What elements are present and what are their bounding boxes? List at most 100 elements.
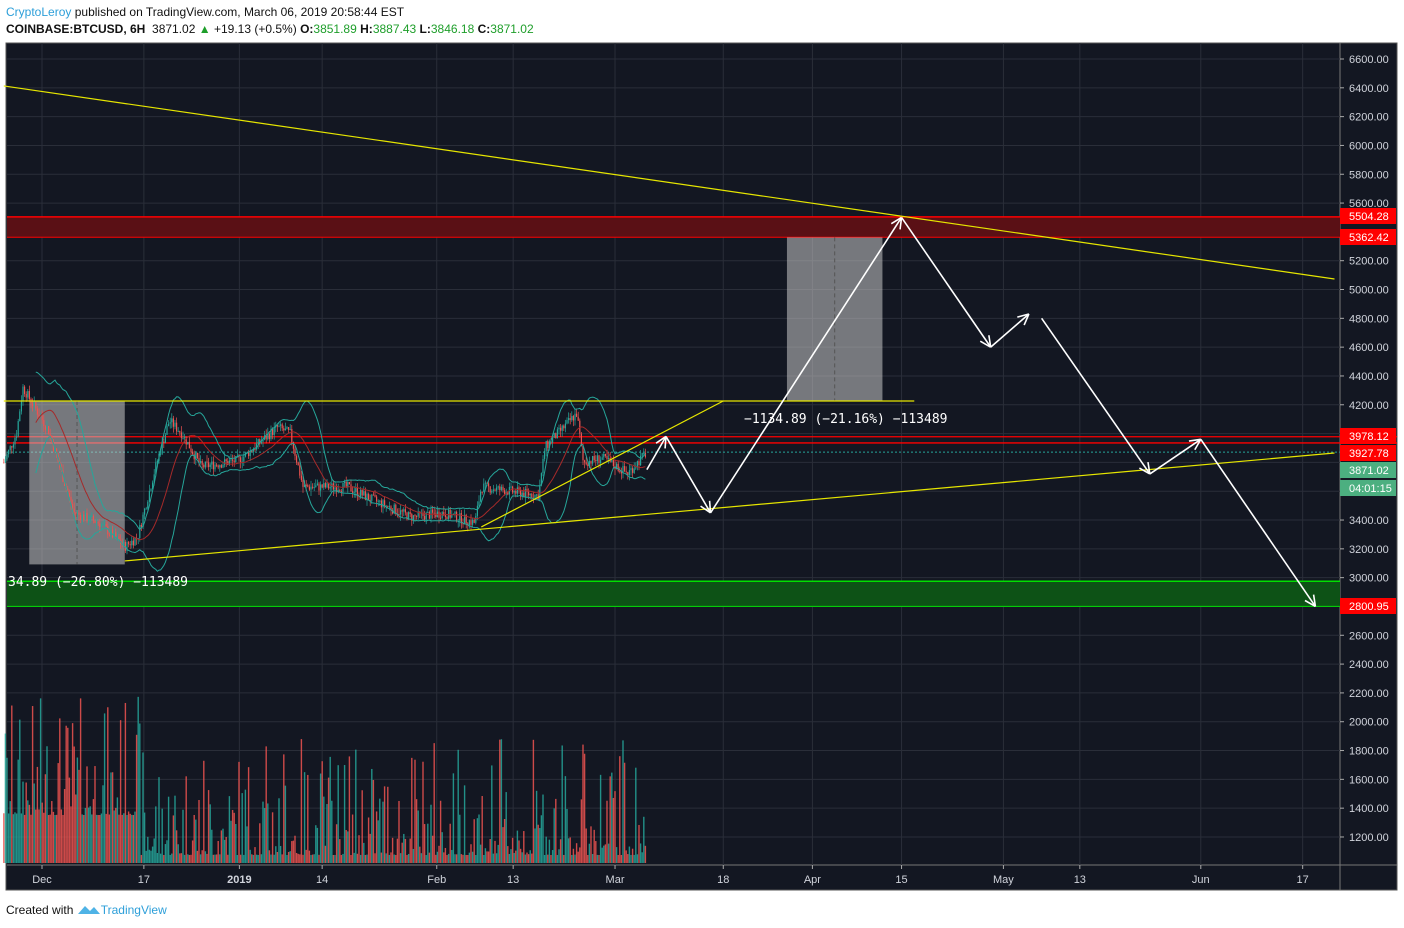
price-label: 5362.42 — [1349, 232, 1389, 244]
candle — [619, 470, 621, 472]
volume-bar — [318, 854, 320, 863]
author-link[interactable]: CryptoLeroy — [6, 5, 72, 19]
volume-bar — [412, 848, 415, 863]
volume-bar — [223, 839, 226, 863]
candle — [161, 441, 163, 454]
arrowhead-icon — [655, 435, 667, 444]
volume-bar — [332, 854, 335, 863]
candle — [284, 428, 286, 431]
volume-bar — [44, 774, 47, 863]
volume-bar — [423, 824, 426, 863]
volume-bar — [382, 801, 384, 863]
volume-bar — [425, 854, 427, 863]
volume-bar — [345, 830, 347, 863]
last-price: 3871.02 — [152, 22, 196, 36]
volume-bar — [259, 823, 261, 863]
candle — [558, 427, 560, 430]
tradingview-logo-icon — [77, 906, 100, 914]
volume-bar — [491, 765, 493, 863]
candle — [347, 482, 349, 487]
volume-bar — [468, 852, 471, 863]
candle — [359, 489, 362, 497]
candle — [635, 467, 637, 469]
candle — [179, 431, 181, 433]
volume-bar — [591, 854, 594, 863]
candle — [228, 460, 230, 465]
candle — [449, 509, 451, 518]
candle — [28, 391, 30, 399]
candle — [612, 460, 614, 466]
tradingview-link[interactable]: TradingView — [100, 903, 167, 917]
volume-bar — [575, 843, 578, 863]
candle — [238, 455, 240, 458]
volume-bar — [103, 713, 106, 863]
volume-bar — [83, 814, 85, 863]
volume-bar — [396, 838, 399, 863]
candle — [607, 458, 610, 460]
arrowhead-icon — [1017, 313, 1030, 318]
volume-bar — [527, 854, 530, 863]
price-chart[interactable]: 34.89 (−26.80%) −113489 −1134.89 (−21.16%… — [0, 0, 1404, 900]
candle — [183, 436, 186, 438]
candle — [235, 456, 237, 463]
volume-bar — [292, 840, 295, 863]
candle — [615, 463, 618, 470]
candle — [124, 541, 126, 551]
volume-bar — [462, 854, 464, 863]
volume-bar — [119, 720, 122, 863]
candle — [36, 408, 38, 415]
candle — [145, 508, 147, 510]
candle — [143, 508, 146, 515]
volume-bar — [79, 698, 82, 863]
y-tick-label: 4600.00 — [1349, 342, 1389, 354]
y-tick-label: 6600.00 — [1349, 54, 1389, 66]
volume-bar — [275, 846, 277, 863]
volume-bar — [105, 813, 107, 863]
volume-bar — [46, 746, 48, 863]
volume-bar — [99, 814, 101, 863]
candle — [91, 515, 93, 517]
candle — [52, 441, 54, 451]
candle — [222, 464, 224, 468]
candle — [404, 509, 406, 513]
y-tick-label: 4200.00 — [1349, 400, 1389, 412]
candle — [71, 504, 74, 509]
candle — [287, 427, 290, 430]
x-tick-label: 14 — [316, 874, 328, 886]
projection-arrow-segment — [1200, 438, 1317, 607]
volume-bar — [57, 763, 59, 863]
volume-bar — [67, 727, 69, 863]
candle — [151, 482, 154, 490]
volume-bar — [198, 800, 200, 863]
volume-bar — [558, 849, 560, 863]
volume-bar — [287, 852, 290, 863]
volume-bar — [395, 854, 397, 863]
measure-label: 34.89 (−26.80%) −113489 — [8, 575, 188, 590]
candle — [411, 513, 413, 521]
volume-bar — [334, 854, 336, 863]
volume-bar — [289, 851, 291, 863]
candle — [470, 520, 472, 525]
volume-bar — [367, 817, 370, 863]
x-tick-label: 17 — [1297, 874, 1309, 886]
volume-bar — [243, 854, 245, 863]
candle — [543, 451, 546, 459]
volume-bar — [36, 766, 39, 863]
volume-bar — [342, 853, 344, 863]
volume-bar — [135, 734, 138, 863]
candle — [559, 427, 562, 431]
candle — [255, 443, 258, 450]
candle — [111, 529, 114, 538]
candle — [249, 450, 251, 457]
candle — [126, 541, 128, 551]
candle — [180, 432, 182, 438]
arrowhead-icon — [1188, 438, 1201, 442]
volume-bar — [156, 852, 159, 863]
volume-bar — [492, 853, 495, 863]
candle — [335, 487, 338, 492]
volume-bar — [153, 838, 155, 863]
volume-bar — [638, 824, 640, 863]
volume-bar — [444, 847, 447, 863]
volume-bar — [227, 854, 229, 863]
volume-bar — [619, 756, 621, 863]
